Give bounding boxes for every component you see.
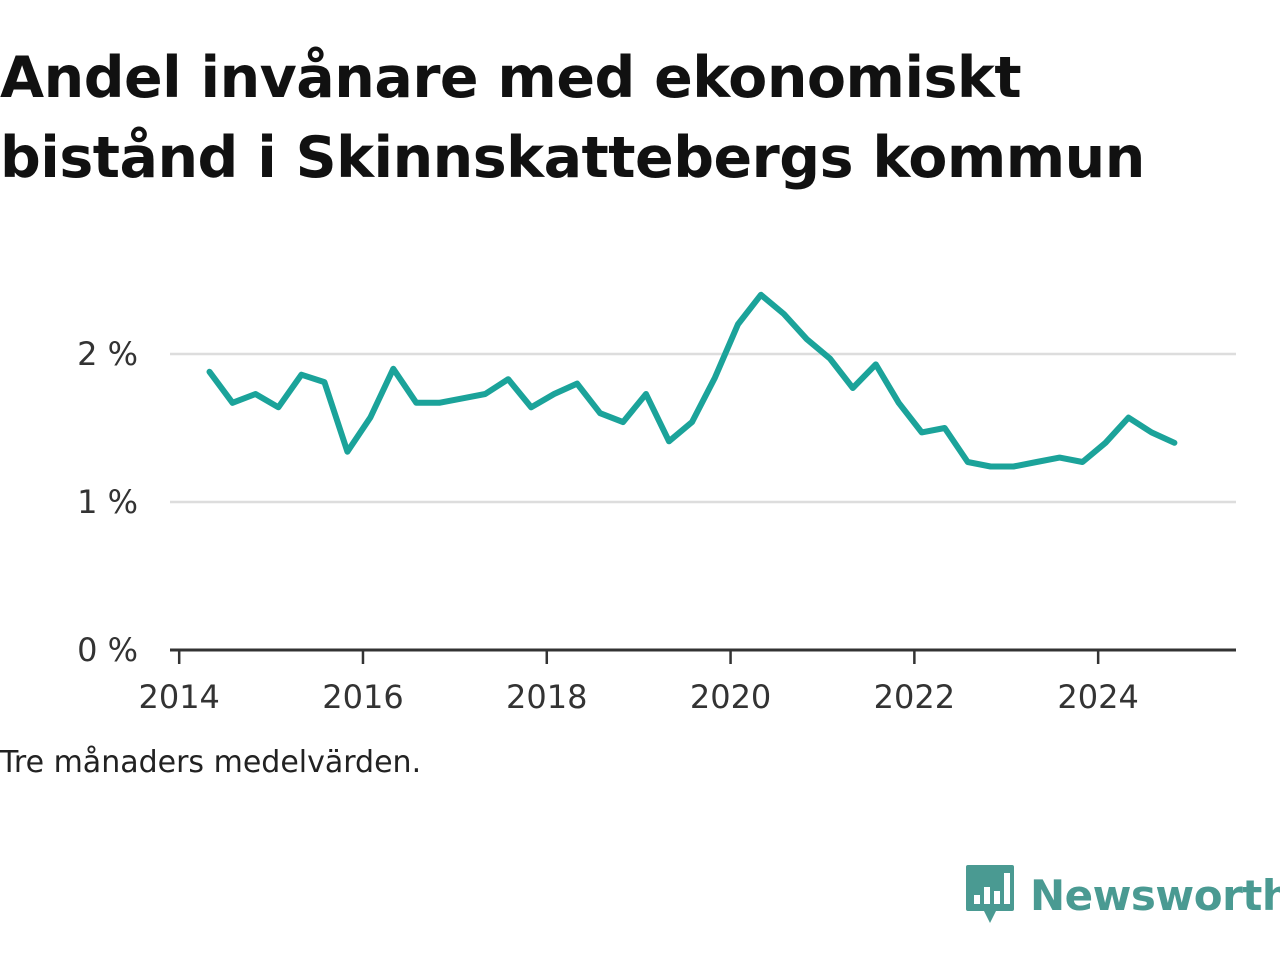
chart-title: Andel invånare med ekonomiskt bistånd i … (0, 38, 1270, 198)
axis-layer: 0 % 1 % 2 % 2014 2016 2018 2020 2022 2024 (77, 335, 1236, 716)
brand-name: Newsworthy (1030, 870, 1280, 920)
grid-layer (170, 352, 1236, 504)
x-tick-label: 2020 (690, 678, 771, 716)
brand-logo: Newsworthy (964, 862, 1280, 928)
x-tick-label: 2022 (874, 678, 955, 716)
x-tick-label: 2018 (506, 678, 587, 716)
newsworthy-logo-icon (966, 865, 1014, 923)
series-line (206, 291, 1178, 470)
y-tick-label: 0 % (77, 631, 138, 669)
y-tick-label: 2 % (77, 335, 138, 373)
x-tick-label: 2014 (138, 678, 219, 716)
line-chart: 0 % 1 % 2 % 2014 2016 2018 2020 2022 2024 (77, 291, 1236, 716)
chart-title-line-2: bistånd i Skinnskattebergs kommun (0, 125, 1145, 191)
x-tick-label: 2016 (322, 678, 403, 716)
y-tick-label: 1 % (77, 483, 138, 521)
chart-note: Tre månaders medelvärden. (0, 745, 422, 780)
x-tick-label: 2024 (1057, 678, 1138, 716)
series-layer (206, 291, 1178, 470)
chart-title-line-1: Andel invånare med ekonomiskt (0, 45, 1022, 111)
